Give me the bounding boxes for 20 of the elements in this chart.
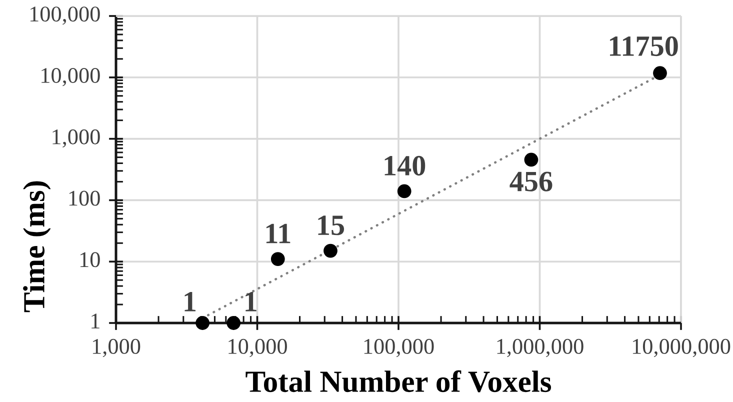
x-tick-label: 1,000,000 <box>497 338 584 358</box>
y-tick-label: 1,000 <box>52 129 100 148</box>
y-axis-title: Time (ms) <box>23 181 51 312</box>
x-axis-title: Total Number of Voxels <box>246 370 552 392</box>
y-tick-label: 100 <box>69 190 100 206</box>
x-tick-label: 100,000 <box>364 338 434 358</box>
x-tick-label: 1,000 <box>92 338 140 358</box>
data-label: 1 <box>184 292 196 312</box>
data-label: 456 <box>510 172 552 192</box>
y-tick-label: 100,000 <box>30 6 100 25</box>
x-tick-label: 10,000 <box>228 338 287 358</box>
data-label: 1 <box>246 292 256 312</box>
data-label: 11 <box>266 224 290 244</box>
x-tick-label: 10,000,000 <box>632 338 730 358</box>
data-label: 11750 <box>610 36 678 56</box>
data-label: 140 <box>384 156 426 176</box>
y-tick-label: 1 <box>92 314 100 328</box>
data-label: 15 <box>318 216 344 236</box>
y-tick-label: 10 <box>80 252 100 268</box>
y-tick-label: 10,000 <box>42 68 100 86</box>
